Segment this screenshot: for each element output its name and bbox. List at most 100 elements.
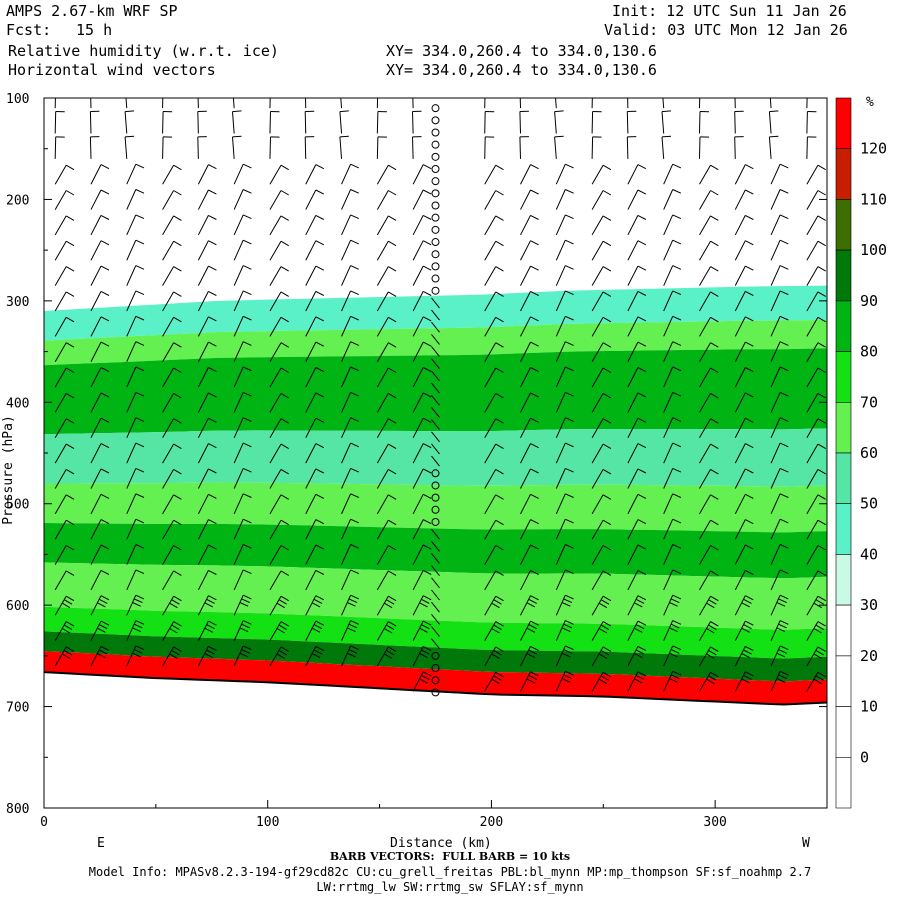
wind-barb-flag	[528, 624, 537, 630]
wind-barb	[162, 595, 175, 616]
wind-barb	[520, 341, 531, 362]
wind-barb-flag	[208, 645, 217, 651]
wind-barb-flag	[815, 624, 824, 631]
wind-barb	[770, 594, 781, 616]
wind-barb	[233, 645, 244, 667]
wind-barb-flag	[100, 316, 110, 322]
wind-barb-flag	[602, 392, 612, 399]
wind-barb-flag	[530, 240, 539, 246]
wind-barb-flag	[637, 468, 647, 474]
wind-barb	[412, 341, 424, 362]
wind-barb	[484, 190, 497, 210]
wind-barb	[555, 620, 566, 641]
wind-barb	[770, 645, 781, 667]
wind-barb	[698, 111, 701, 134]
wind-barb	[663, 569, 674, 591]
wind-barb-flag	[315, 417, 325, 423]
wind-barb	[555, 366, 566, 388]
calm-wind-circle	[431, 676, 440, 685]
wind-barb	[269, 291, 282, 312]
wind-barb	[591, 646, 604, 667]
wind-barb-flag	[776, 602, 786, 607]
wind-barb	[305, 265, 317, 286]
wind-barb	[54, 266, 67, 286]
wind-barb	[627, 392, 639, 413]
wind-barb-flag	[565, 265, 574, 270]
wind-barb	[734, 265, 746, 286]
wind-barb-flag	[565, 315, 574, 321]
wind-barb-flag	[65, 545, 75, 551]
wind-barb-flag	[315, 316, 325, 322]
wind-barb	[555, 98, 557, 109]
wind-barb	[126, 163, 137, 185]
wind-barb	[734, 392, 746, 413]
wind-barb-flag	[173, 519, 182, 526]
wind-barb	[591, 393, 604, 413]
wind-barb	[555, 518, 566, 540]
wind-barb-flag	[530, 265, 539, 271]
wind-barb	[233, 214, 244, 236]
wind-barb-flag	[637, 367, 647, 373]
wind-barb-flag	[388, 545, 397, 551]
rh-band	[44, 606, 827, 659]
wind-barb	[162, 646, 175, 667]
wind-barb	[376, 595, 389, 616]
wind-barb	[305, 316, 317, 337]
wind-barb-flag	[100, 443, 110, 449]
wind-barb	[376, 494, 389, 515]
wind-barb-flag	[100, 544, 110, 550]
calm-wind-circle	[431, 250, 440, 259]
wind-barb	[770, 620, 781, 641]
wind-barb-flag	[422, 367, 432, 373]
wind-barb-flag	[778, 649, 787, 654]
wind-barb	[699, 545, 711, 565]
wind-barb	[269, 646, 282, 667]
wind-barb-flag	[98, 598, 108, 604]
wind-barb	[304, 111, 307, 134]
wind-barb-flag	[528, 649, 537, 655]
wind-barb-flag	[315, 468, 325, 474]
wind-barb	[770, 417, 781, 438]
wind-barb	[520, 215, 531, 236]
wind-barb-flag	[817, 646, 826, 652]
wind-barb	[126, 265, 137, 286]
wind-barb	[376, 545, 389, 565]
wind-barb-flag	[280, 468, 289, 475]
wind-barb-flag	[779, 189, 789, 194]
wind-barb	[555, 341, 566, 362]
wind-barb	[54, 570, 67, 591]
wind-barb-flag	[530, 316, 539, 322]
calm-wind-circle	[431, 128, 440, 137]
wind-barb	[89, 136, 92, 159]
wind-barb	[162, 291, 175, 312]
wind-barb	[520, 164, 531, 185]
wind-barb	[54, 367, 67, 388]
wind-barb-flag	[495, 190, 504, 196]
wind-barb-flag	[565, 341, 574, 346]
wind-barb-flag	[528, 674, 537, 680]
wind-barb	[54, 98, 56, 109]
wind-barb-flag	[388, 595, 397, 602]
wind-barb	[233, 366, 244, 388]
wind-barb-flag	[565, 467, 574, 473]
wind-barb	[555, 265, 566, 286]
colorbar-tick-label: 10	[860, 698, 878, 716]
x-tick-label: 200	[480, 815, 503, 830]
wind-barb-flag	[637, 316, 647, 322]
wind-barb-flag	[388, 468, 397, 475]
wind-barb-flag	[61, 602, 71, 609]
wind-barb-flag	[135, 544, 145, 549]
wind-barb-flag	[242, 544, 252, 549]
x-end-right-label: W	[802, 836, 810, 851]
wind-barb-flag	[348, 649, 358, 654]
calm-wind-circle	[431, 189, 440, 198]
wind-barb	[89, 111, 92, 134]
wind-barb-flag	[530, 164, 539, 170]
wind-barb	[591, 266, 604, 286]
wind-barb-flag	[171, 624, 180, 631]
wind-barb	[54, 190, 67, 210]
wind-barb	[591, 469, 604, 489]
wind-barb	[627, 341, 639, 362]
wind-barb-flag	[208, 417, 217, 423]
wind-barb-flag	[421, 624, 430, 630]
